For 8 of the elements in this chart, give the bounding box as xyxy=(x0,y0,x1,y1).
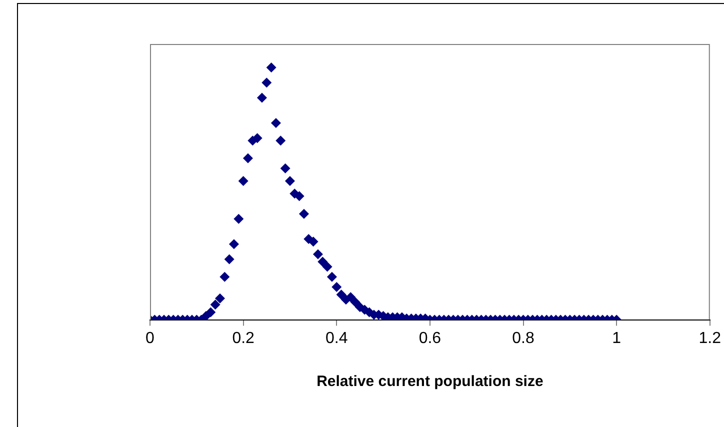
x-tick-label: 0 xyxy=(146,330,155,347)
x-tick-label: 0.2 xyxy=(232,330,255,347)
x-axis-title: Relative current population size xyxy=(316,373,544,390)
x-tick-label: 1.2 xyxy=(698,330,722,347)
x-tick-label: 0.8 xyxy=(512,330,534,347)
x-tick-label: 0.6 xyxy=(418,330,442,347)
x-tick-label: 1 xyxy=(612,330,622,347)
x-tick-label: 0.4 xyxy=(326,330,348,347)
